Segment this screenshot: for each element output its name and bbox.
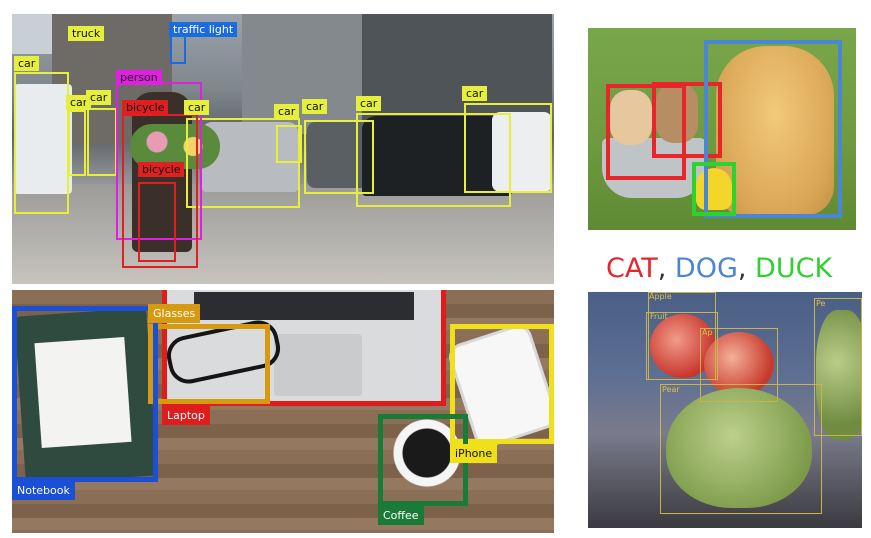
notebook-label: Notebook (12, 481, 75, 500)
pear-label: Pear (662, 385, 680, 394)
pets-image (588, 28, 856, 230)
fruit-image: Apple Fruit Ap Pear Pe (588, 292, 862, 528)
detection-caption: CAT, DOG, DUCK (606, 252, 846, 286)
pear-box (660, 384, 822, 514)
pear-label: Pe (816, 299, 826, 308)
caption-separator: , (657, 253, 675, 284)
cat-box (606, 84, 686, 180)
car-box (276, 125, 302, 163)
car-shape (492, 112, 552, 192)
duck-box (692, 162, 736, 216)
building (242, 14, 362, 134)
desk-image: Glasses Laptop iPhone Notebook Coffee (12, 290, 554, 533)
fruit-label: Fruit (650, 312, 668, 321)
caption-separator: , (737, 253, 756, 284)
truck-shape (14, 84, 72, 194)
car-box (68, 110, 86, 176)
iphone-label: iPhone (450, 444, 498, 463)
car-box (356, 113, 511, 207)
glasses-box (148, 324, 270, 404)
trackpad-shape (274, 334, 362, 396)
cat-shape (610, 90, 652, 145)
keyboard-shape (194, 292, 414, 320)
duck-shape (696, 168, 732, 210)
laptop-box (162, 290, 446, 406)
traffic-light-label: traffic light (169, 22, 238, 37)
pear-box (814, 298, 862, 436)
car-box (464, 103, 552, 193)
truck-box (14, 72, 69, 214)
car-label: car (86, 90, 112, 105)
apple-label: Apple (649, 292, 672, 301)
apple-box (700, 328, 778, 402)
caption-dog: DOG (674, 253, 738, 284)
car-label: car (14, 56, 40, 71)
pear-shape (666, 388, 812, 508)
pear-shape (816, 310, 862, 440)
caption-duck: DUCK (755, 253, 833, 284)
car-label: car (462, 86, 488, 101)
car-label: car (274, 104, 300, 119)
cat-shape (656, 83, 698, 143)
car-box (87, 108, 117, 176)
bicycle-box (122, 114, 198, 268)
fruit-box (646, 312, 718, 380)
dog-box (704, 40, 842, 218)
car-label: car (184, 100, 210, 115)
notebook-box (12, 306, 158, 482)
bicycle-box (138, 182, 176, 262)
road (12, 184, 554, 284)
coffee-label: Coffee (378, 506, 424, 525)
cat-box (652, 82, 722, 158)
truck-label: truck (68, 26, 105, 41)
person-label: person (116, 70, 162, 85)
caption-cat: CAT (606, 253, 658, 284)
laptop-label: Laptop (162, 406, 210, 425)
street-scene-image: truck traffic light car person car car b… (12, 14, 554, 284)
car-box (304, 120, 374, 194)
car-shape (202, 122, 298, 192)
car-shape (362, 116, 512, 196)
flowers-shape (130, 124, 220, 169)
glasses-label: Glasses (148, 304, 201, 323)
bicycle-label: bicycle (138, 162, 185, 177)
car-label: car (302, 99, 328, 114)
apple-label: Ap (702, 328, 713, 337)
car-box (186, 118, 300, 208)
car-label: car (356, 96, 382, 111)
bicycle-label: bicycle (122, 100, 169, 115)
sky (12, 14, 52, 54)
car-label: car (66, 95, 92, 110)
iphone-box (450, 324, 554, 444)
